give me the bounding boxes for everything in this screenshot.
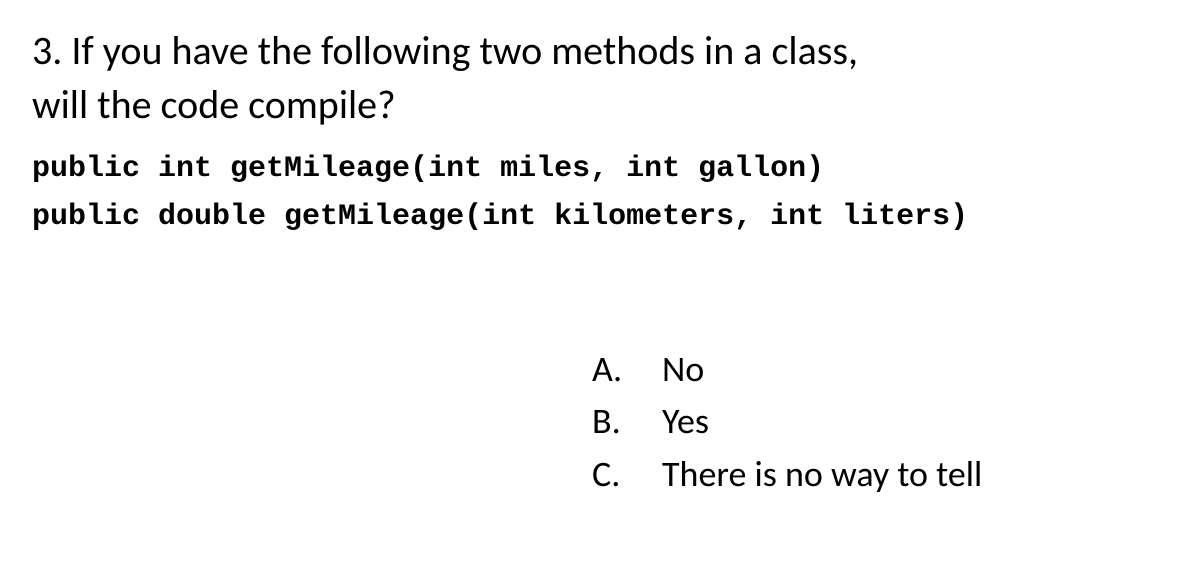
question-number: 3. xyxy=(32,26,62,75)
answer-text: Yes xyxy=(662,396,709,446)
answer-list: A. No B. Yes C. There is no way to tell xyxy=(592,344,1168,499)
answer-option: B. Yes xyxy=(592,396,1168,446)
answer-option: C. There is no way to tell xyxy=(592,449,1168,499)
code-line-1: public int getMileage(int miles, int gal… xyxy=(32,152,1168,186)
question-line1: If you have the following two methods in… xyxy=(71,26,858,75)
answer-text: There is no way to tell xyxy=(662,449,982,499)
answer-letter: B. xyxy=(592,396,662,446)
answer-text: No xyxy=(662,344,704,394)
answer-letter: C. xyxy=(592,449,662,499)
question-text: 3. If you have the following two methods… xyxy=(32,24,1168,132)
code-line-2: public double getMileage(int kilometers,… xyxy=(32,200,1168,234)
question-line2: will the code compile? xyxy=(32,80,396,129)
answer-option: A. No xyxy=(592,344,1168,394)
answer-letter: A. xyxy=(592,344,662,394)
